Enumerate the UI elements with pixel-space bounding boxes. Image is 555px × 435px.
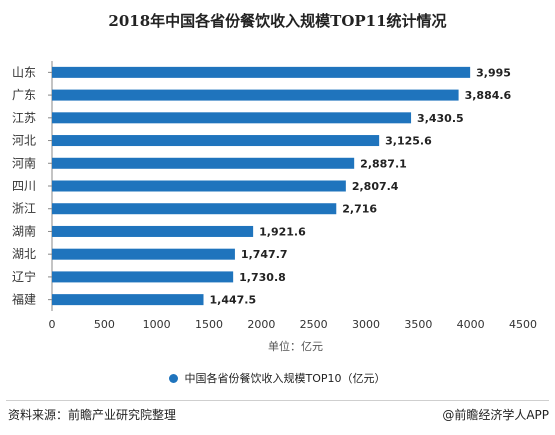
value-label: 3,430.5 [417, 112, 464, 125]
footer-divider [6, 400, 549, 401]
x-tick-label: 4000 [457, 318, 485, 331]
bar [52, 294, 204, 306]
chart-title: 2018年中国各省份餐饮收入规模TOP11统计情况 [108, 12, 447, 30]
category-label: 河南 [12, 155, 36, 170]
value-label: 3,884.6 [465, 89, 512, 102]
value-label: 2,716 [342, 203, 377, 216]
category-label: 江苏 [12, 111, 36, 125]
x-tick-label: 1000 [143, 318, 171, 331]
x-tick-label: 2000 [247, 318, 275, 331]
x-tick-label: 3000 [352, 318, 380, 331]
category-label: 浙江 [12, 202, 36, 216]
bar [52, 89, 459, 101]
source-note: 资料来源：前瞻产业研究院整理 [8, 408, 177, 422]
value-label: 1,921.6 [259, 225, 306, 238]
value-label: 2,887.1 [360, 157, 407, 170]
bar [52, 157, 355, 169]
bar [52, 271, 234, 283]
x-axis-title: 单位：亿元 [268, 340, 323, 353]
value-label: 1,447.5 [210, 294, 257, 307]
bar [52, 66, 471, 78]
value-label: 3,995 [476, 66, 511, 79]
bar [52, 248, 235, 260]
bar [52, 225, 254, 237]
legend-marker [169, 373, 179, 383]
value-label: 1,747.7 [241, 248, 288, 261]
value-label: 2,807.4 [352, 180, 399, 193]
x-tick-label: 500 [94, 318, 115, 331]
bar [52, 135, 380, 147]
x-tick-label: 2500 [300, 318, 328, 331]
bar-chart: 0 500 1000 1500 2000 2500 3000 3500 4000 4500 山东 3,… [12, 61, 537, 331]
x-tick-label: 3500 [404, 318, 432, 331]
category-label: 广东 [12, 88, 36, 102]
legend: 中国各省份餐饮收入规模TOP10（亿元） [0, 370, 555, 386]
bar [52, 180, 346, 192]
category-label: 湖北 [12, 246, 36, 261]
value-label: 1,730.8 [239, 271, 286, 284]
legend-label: 中国各省份餐饮收入规模TOP10（亿元） [184, 372, 386, 385]
bar [52, 203, 337, 215]
x-tick-label: 0 [49, 318, 56, 331]
brand-credit: @前瞻经济学人APP [442, 408, 549, 422]
category-label: 河北 [12, 134, 36, 148]
x-tick-label: 4500 [509, 318, 537, 331]
value-label: 3,125.6 [385, 135, 432, 148]
category-label: 湖南 [12, 223, 36, 238]
x-tick-label: 1500 [195, 318, 223, 331]
category-label: 山东 [12, 65, 36, 79]
category-label: 辽宁 [12, 269, 36, 284]
bar [52, 112, 412, 124]
category-label: 福建 [12, 292, 36, 307]
category-label: 四川 [12, 179, 36, 193]
